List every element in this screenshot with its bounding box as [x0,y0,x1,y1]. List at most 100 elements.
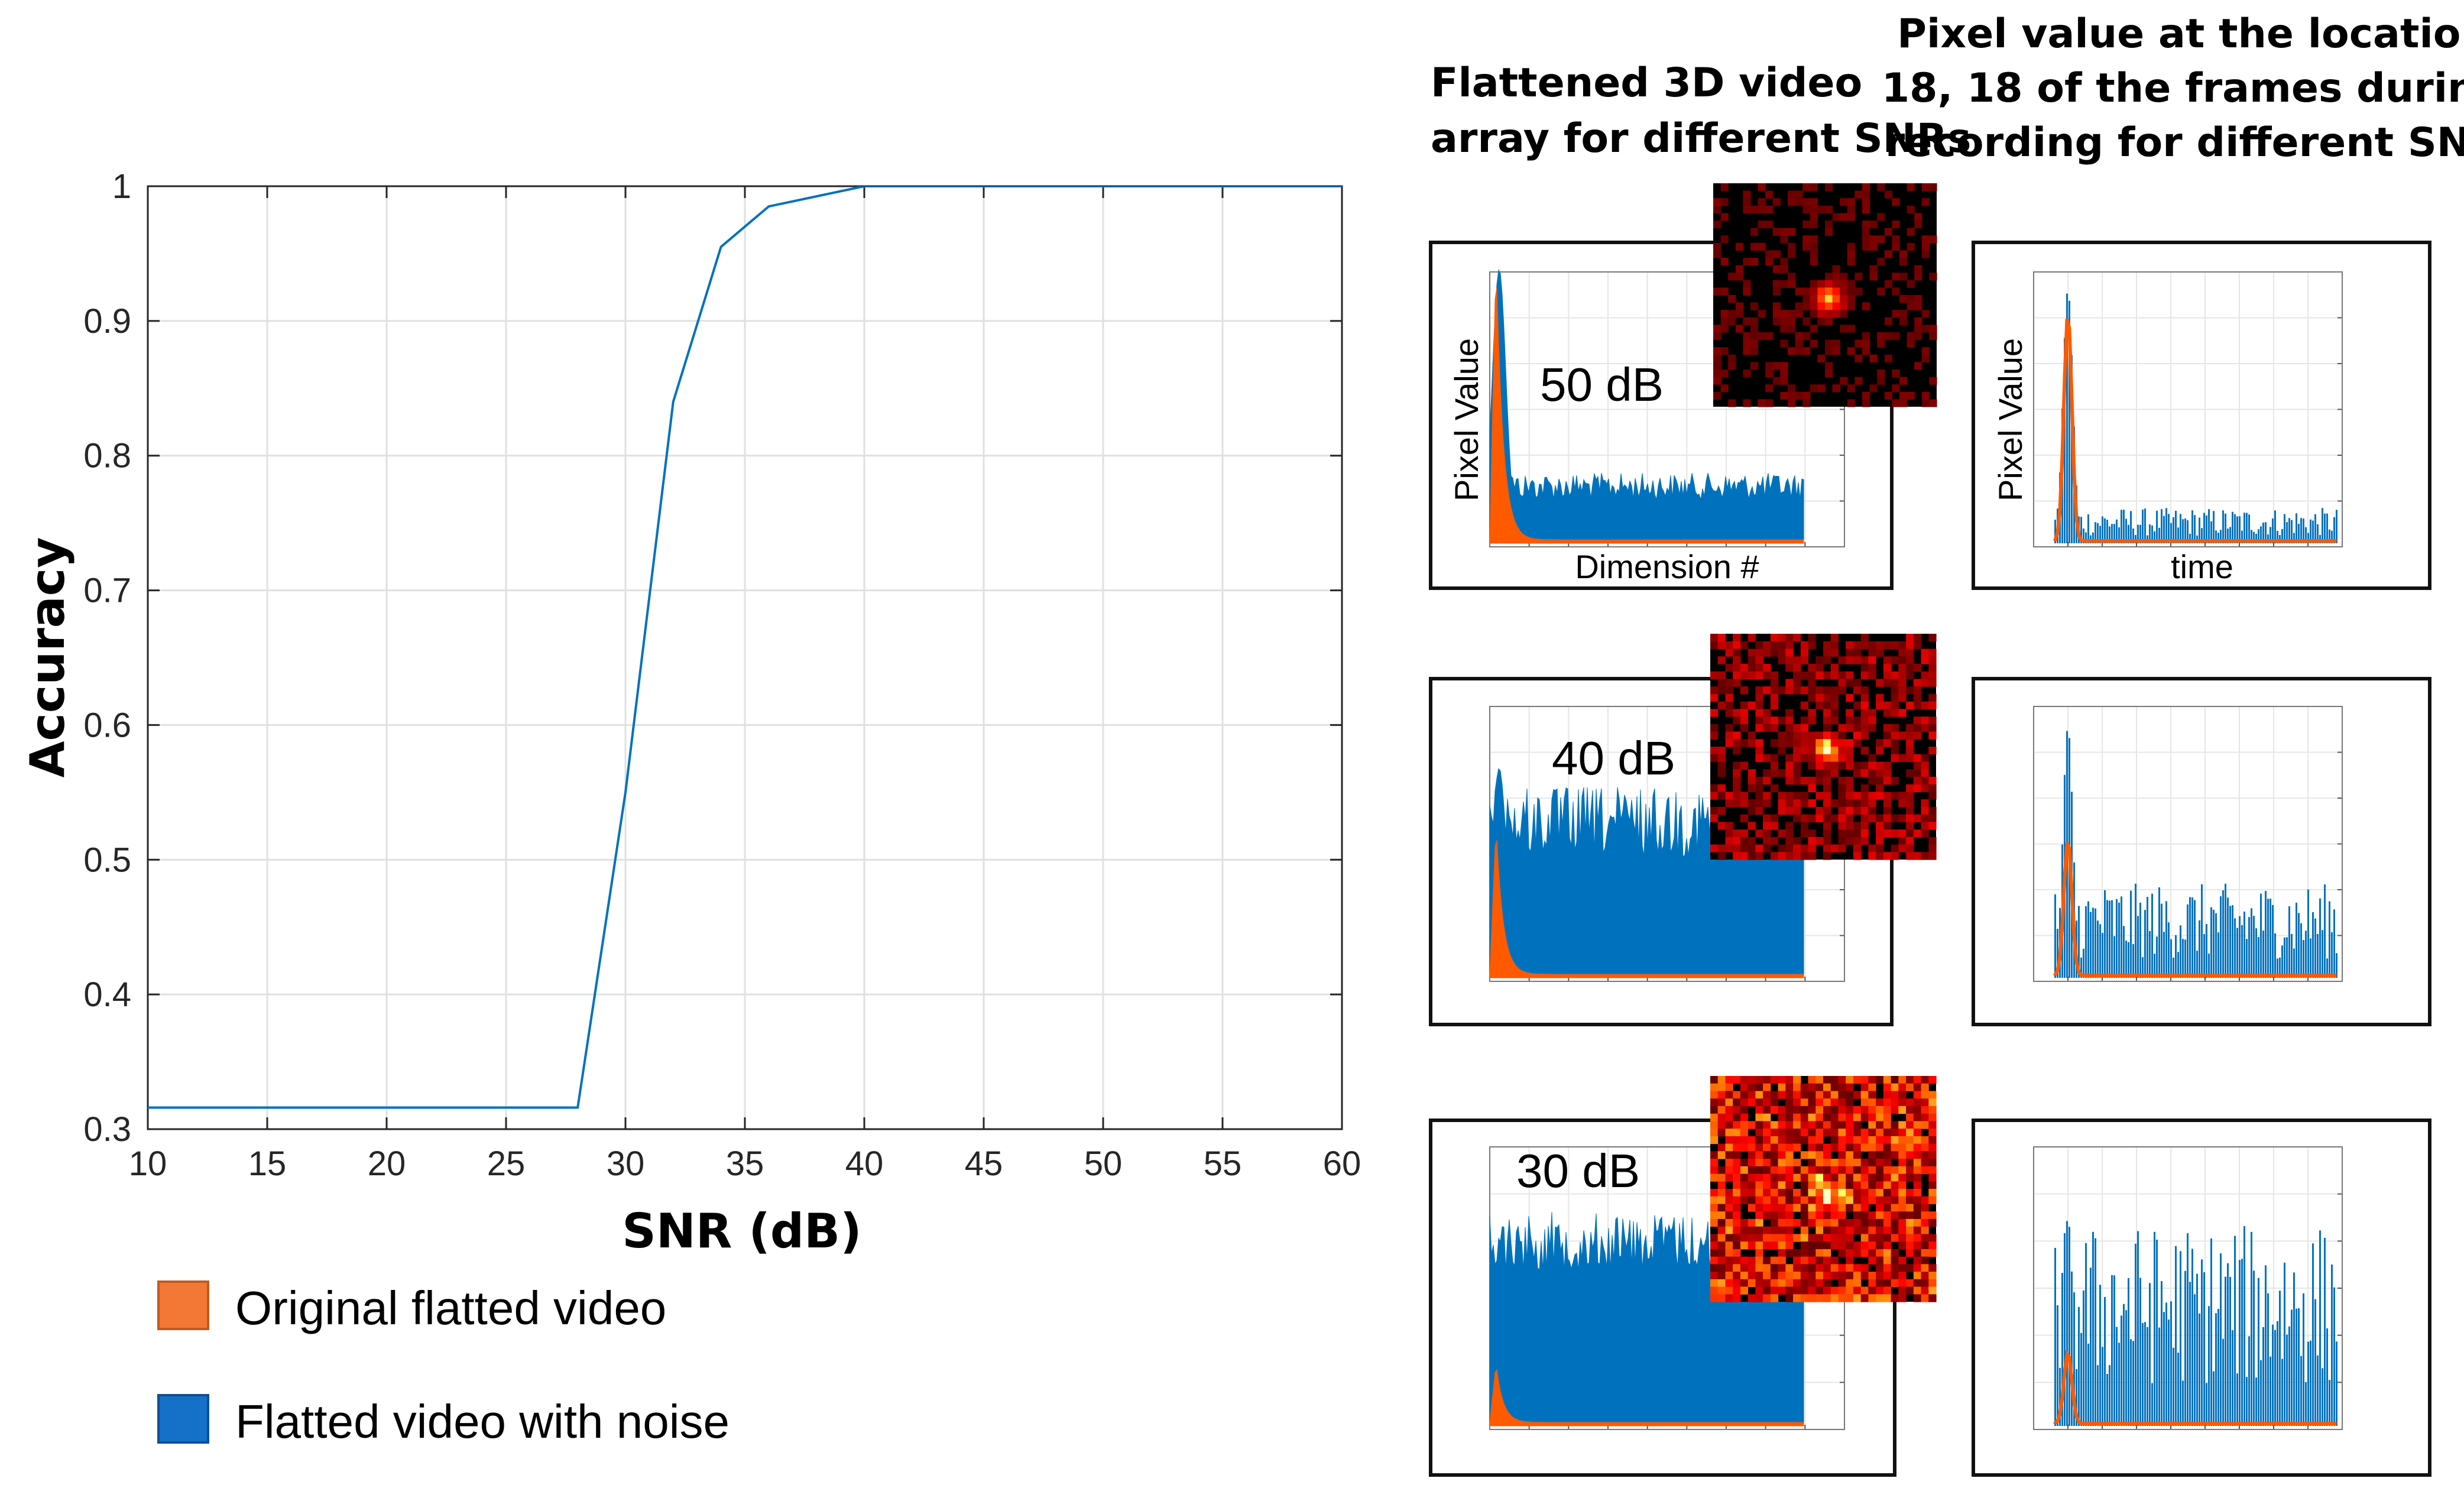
heatmap-cell [1869,265,1878,273]
heatmap-cell [1785,1181,1794,1189]
heatmap-cell [1733,799,1741,808]
heatmap-cell [1906,1106,1914,1114]
heatmap-cell [1785,1286,1794,1295]
heatmap-cell [1770,837,1779,845]
heatmap-cell [1800,1211,1809,1220]
heatmap-cell [1860,761,1869,770]
heatmap-cell [1906,806,1914,815]
heatmap-cell [1810,325,1818,333]
heatmap-cell [1720,310,1729,318]
heatmap-cell [1928,1129,1937,1137]
heatmap-cell [1832,384,1840,393]
heatmap-cell [1817,205,1826,213]
heatmap-cell [1725,663,1733,672]
heatmap-cell [1838,1226,1846,1234]
heatmap-cell [1748,1076,1756,1084]
heatmap-cell [1868,1294,1876,1302]
heatmap-cell [1740,1264,1749,1272]
heatmap-cell [1846,1151,1854,1159]
heatmap-cell [1733,1264,1741,1272]
heatmap-cell [1725,1211,1733,1220]
heatmap-cell [1717,1151,1726,1159]
heatmap-cell [1808,679,1816,687]
heatmap-cell [1876,1264,1884,1272]
heatmap-cell [1913,1113,1922,1121]
heatmap-cell [1755,1204,1763,1212]
heatmap-cell [1733,634,1741,642]
heatmap-cell [1750,205,1759,213]
heatmap-cell [1823,1272,1831,1280]
heatmap-cell [1810,384,1818,393]
heatmap-cell [1755,776,1763,785]
heatmap-cell [1785,1218,1794,1227]
heatmap-cell [1740,1129,1749,1137]
heatmap-cell [1800,1249,1809,1257]
heatmap-cell [1802,332,1811,341]
heatmap-cell [1868,1098,1876,1107]
heatmap-cell [1815,747,1824,755]
heatmap-cell [1770,1294,1779,1302]
heatmap-cell [1810,287,1818,296]
heatmap-cell [1710,754,1719,762]
heatmap-cell [1898,799,1907,808]
heatmap-cell [1906,769,1914,777]
heatmap-cell [1862,242,1870,251]
heatmap-cell [1808,686,1816,695]
heatmap-cell [1832,339,1840,348]
heatmap-cell [1800,822,1809,830]
heatmap-cell [1928,1249,1937,1257]
heatmap-cell [1823,747,1831,755]
heatmap-cell [1755,1264,1763,1272]
heatmap-cell [1898,1129,1907,1137]
heatmap-cell [1740,1286,1749,1295]
heatmap-cell [1891,747,1899,755]
heatmap-cell [1883,1181,1892,1189]
heatmap-cell [1815,1272,1824,1280]
heatmap-cell [1717,1196,1726,1204]
heatmap-cell [1921,679,1929,687]
heatmap-cell [1860,814,1869,822]
heatmap-cell [1876,1256,1884,1265]
heatmap-cell [1846,1173,1854,1182]
heatmap-cell [1725,1143,1733,1152]
heatmap-cell [1883,776,1892,785]
heatmap-cell [1883,792,1892,800]
heatmap-cell [1735,242,1743,251]
heatmap-cell [1808,1234,1816,1242]
heatmap-cell [1755,784,1763,792]
heatmap-cell [1860,784,1869,792]
heatmap-cell [1823,649,1831,657]
heatmap-cell [1815,1173,1824,1182]
heatmap-cell [1830,1196,1839,1204]
heatmap-cell [1853,1143,1862,1152]
right-title-line-2: 18, 18 of the frames during [1882,65,2464,112]
heatmap-cell [1748,1181,1756,1189]
heatmap-cell [1748,769,1756,777]
heatmap-cell [1740,829,1749,838]
heatmap-cell [1913,1076,1922,1084]
heatmap-cell [1785,852,1794,860]
heatmap-cell [1740,1166,1749,1175]
heatmap-cell [1877,369,1885,378]
heatmap-cell [1892,384,1900,393]
heatmap-cell [1868,1249,1876,1257]
heatmap-cell [1825,183,1833,192]
heatmap-cell [1853,739,1862,747]
heatmap-cell [1765,384,1774,393]
heatmap-cell [1743,369,1751,378]
heatmap-cell [1800,1129,1809,1137]
heatmap-cell [1755,844,1763,852]
heatmap-cell [1913,1256,1922,1265]
heatmap-cell [1815,1159,1824,1167]
heatmap-cell [1928,701,1937,709]
heatmap-cell [1720,384,1729,393]
heatmap-cell [1883,1151,1892,1159]
heatmap-cell [1733,731,1741,740]
heatmap-cell [1921,776,1929,785]
heatmap-cell [1815,1129,1824,1137]
heatmap-cell [1743,287,1751,296]
heatmap-cell [1755,649,1763,657]
heatmap-cell [1907,391,1915,400]
heatmap-cell [1823,806,1831,815]
heatmap-cell [1725,1272,1733,1280]
